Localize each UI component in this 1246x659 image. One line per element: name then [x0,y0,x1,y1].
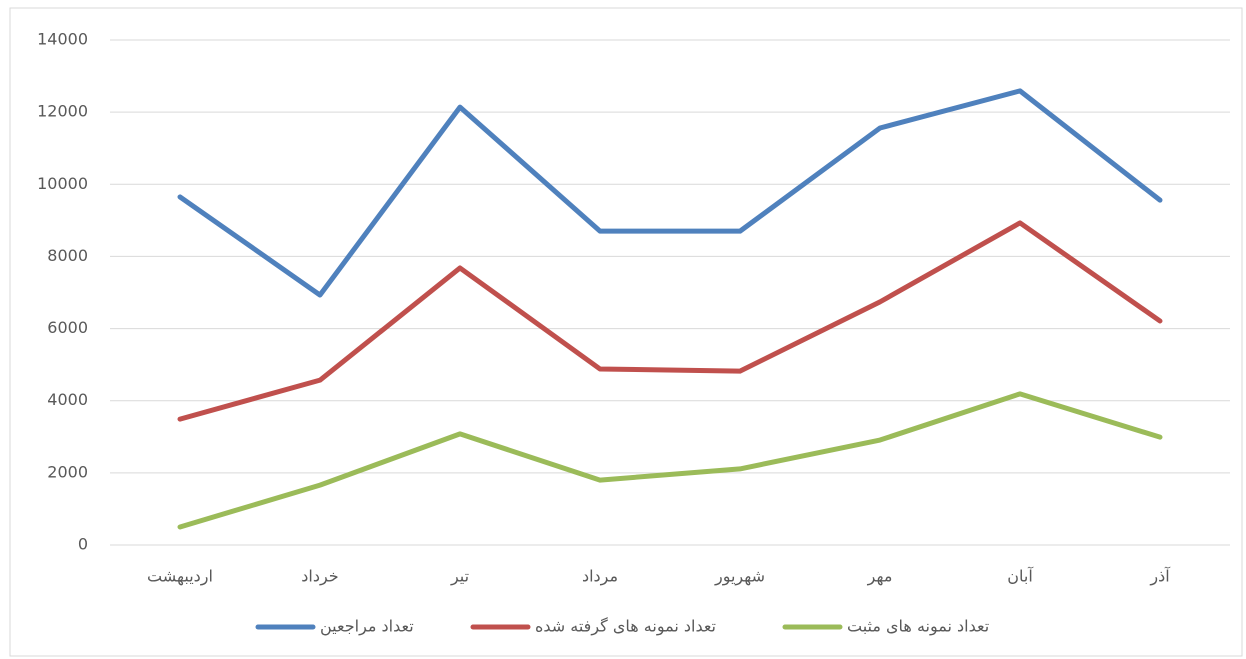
x-tick-label: آبان [1007,567,1034,586]
series-line [177,88,1163,298]
legend-label: تعداد نمونه های گرفته شده [535,617,716,637]
legend-label: تعداد مراجعین [320,617,414,637]
y-tick-label: 12000 [37,102,88,121]
x-tick-label: شهریور [714,567,765,587]
x-tick-label: تیر [450,567,469,587]
y-tick-label: 14000 [37,30,88,49]
x-tick-label: مهر [867,567,893,587]
series-line [177,391,1163,530]
y-tick-label: 8000 [47,246,88,265]
x-tick-label: خرداد [301,567,338,587]
x-tick-label: اردیبهشت [147,567,213,587]
chart-frame [9,7,1243,657]
y-tick-label: 6000 [47,318,88,337]
y-tick-label: 4000 [47,390,88,409]
x-tick-label: مرداد [582,567,618,587]
y-tick-label: 2000 [47,462,88,481]
y-tick-label: 0 [78,535,88,554]
y-tick-label: 10000 [37,174,88,193]
legend-label: تعداد نمونه های مثبت [847,617,989,637]
series-line [177,220,1163,422]
x-tick-label: آذر [1149,567,1171,587]
